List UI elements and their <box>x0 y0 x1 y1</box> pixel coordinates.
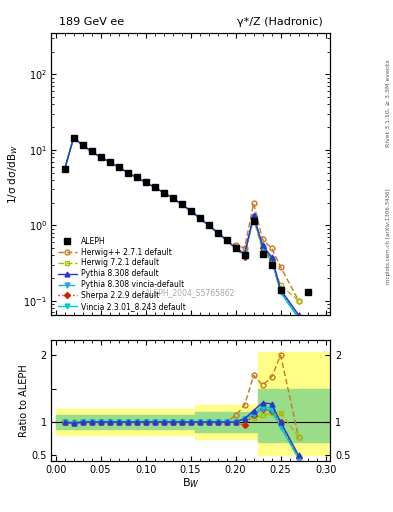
Text: 189 GeV ee: 189 GeV ee <box>59 17 124 27</box>
Legend: ALEPH, Herwig++ 2.7.1 default, Herwig 7.2.1 default, Pythia 8.308 default, Pythi: ALEPH, Herwig++ 2.7.1 default, Herwig 7.… <box>58 237 185 311</box>
Text: Rivet 3.1.10, ≥ 3.3M events: Rivet 3.1.10, ≥ 3.3M events <box>386 60 391 147</box>
X-axis label: B$_W$: B$_W$ <box>182 476 199 490</box>
Text: ALEPH_2004_S5765862: ALEPH_2004_S5765862 <box>145 288 236 297</box>
Y-axis label: Ratio to ALEPH: Ratio to ALEPH <box>19 364 29 437</box>
Y-axis label: 1/σ dσ/dB$_W$: 1/σ dσ/dB$_W$ <box>7 144 20 204</box>
Text: mcplots.cern.ch [arXiv:1306.3436]: mcplots.cern.ch [arXiv:1306.3436] <box>386 188 391 284</box>
Text: γ*/Z (Hadronic): γ*/Z (Hadronic) <box>237 17 322 27</box>
